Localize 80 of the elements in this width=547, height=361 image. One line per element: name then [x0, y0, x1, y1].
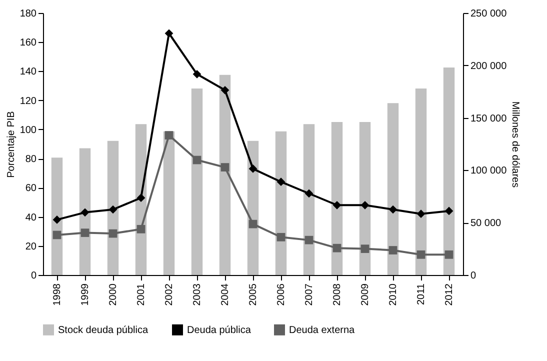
- point: [220, 163, 230, 172]
- bar: [79, 148, 91, 275]
- bar: [107, 140, 119, 275]
- legend-label: Deuda pública: [187, 324, 252, 336]
- y-tick-label: 40: [25, 212, 37, 224]
- point: [276, 178, 286, 186]
- x-tick-label: 2004: [220, 283, 231, 306]
- bar: [247, 140, 259, 275]
- point: [108, 205, 118, 214]
- y-tick-label: 60: [25, 183, 37, 194]
- bar: [331, 122, 343, 275]
- x-tick-label: 2002: [164, 283, 175, 306]
- point: [80, 228, 90, 237]
- x-tick-label: 2010: [388, 283, 399, 306]
- bar: [359, 122, 371, 275]
- point: [304, 236, 314, 244]
- bar: [51, 158, 63, 275]
- x-tick-label: 2001: [136, 283, 147, 306]
- x-tick-label: 1998: [52, 283, 63, 306]
- y2-tick-label: 200 000: [470, 60, 508, 72]
- point: [108, 229, 118, 238]
- bar: [163, 131, 175, 275]
- legend-label: Stock deuda pública: [58, 324, 148, 336]
- point: [416, 250, 426, 259]
- point: [332, 200, 342, 210]
- x-tick-label: 2008: [332, 283, 343, 306]
- y-tick-label: 160: [20, 38, 37, 49]
- bar: [191, 88, 203, 275]
- x-tick-label: 2006: [276, 283, 287, 306]
- point: [444, 206, 454, 216]
- point: [248, 164, 258, 173]
- y2-tick-label: 100 000: [470, 166, 508, 177]
- point: [388, 205, 398, 214]
- x-tick-label: 2000: [108, 283, 119, 306]
- bar: [415, 88, 427, 275]
- point: [52, 230, 62, 240]
- point: [388, 246, 398, 254]
- point: [276, 232, 286, 242]
- point: [416, 210, 426, 218]
- x-tick-label: 2003: [192, 283, 203, 306]
- y-tick-label: 120: [20, 96, 37, 107]
- x-tick-label: 2012: [444, 283, 455, 306]
- point: [360, 244, 370, 253]
- y-tick-label: 180: [20, 8, 37, 20]
- y2-axis-title: Millones de dólares: [510, 101, 521, 188]
- x-tick-label: 1999: [80, 283, 91, 306]
- point: [332, 244, 342, 252]
- x-tick-label: 2009: [360, 283, 371, 306]
- point: [136, 194, 146, 202]
- y2-tick-label: 50 000: [470, 218, 502, 230]
- y-tick-label: 0: [30, 270, 37, 282]
- point: [164, 29, 174, 38]
- point: [192, 156, 202, 164]
- point: [220, 86, 230, 94]
- x-tick-label: 2005: [248, 283, 259, 306]
- bar: [275, 131, 287, 275]
- y2-tick-label: 150 000: [470, 113, 508, 124]
- point: [192, 70, 202, 78]
- point: [248, 220, 258, 228]
- legend-label: Deuda externa: [289, 324, 356, 336]
- bar: [443, 67, 455, 275]
- point: [164, 131, 174, 140]
- y-tick-label: 80: [25, 154, 37, 166]
- point: [304, 189, 314, 198]
- y-axis-title: Porcentaje PIB: [6, 110, 17, 178]
- point: [444, 250, 454, 259]
- y2-tick-label: 250 000: [470, 8, 508, 20]
- x-tick-label: 2011: [416, 283, 427, 306]
- y2-tick-label: 0: [470, 270, 476, 282]
- point: [80, 208, 90, 217]
- bar: [219, 74, 231, 275]
- y-tick-label: 100: [20, 124, 37, 136]
- y-tick-label: 140: [20, 66, 37, 78]
- x-tick-label: 2007: [304, 283, 315, 306]
- point: [52, 216, 62, 224]
- point: [136, 224, 146, 234]
- point: [360, 200, 370, 210]
- bar: [387, 103, 399, 275]
- bar: [303, 124, 315, 275]
- y-tick-label: 20: [25, 241, 37, 252]
